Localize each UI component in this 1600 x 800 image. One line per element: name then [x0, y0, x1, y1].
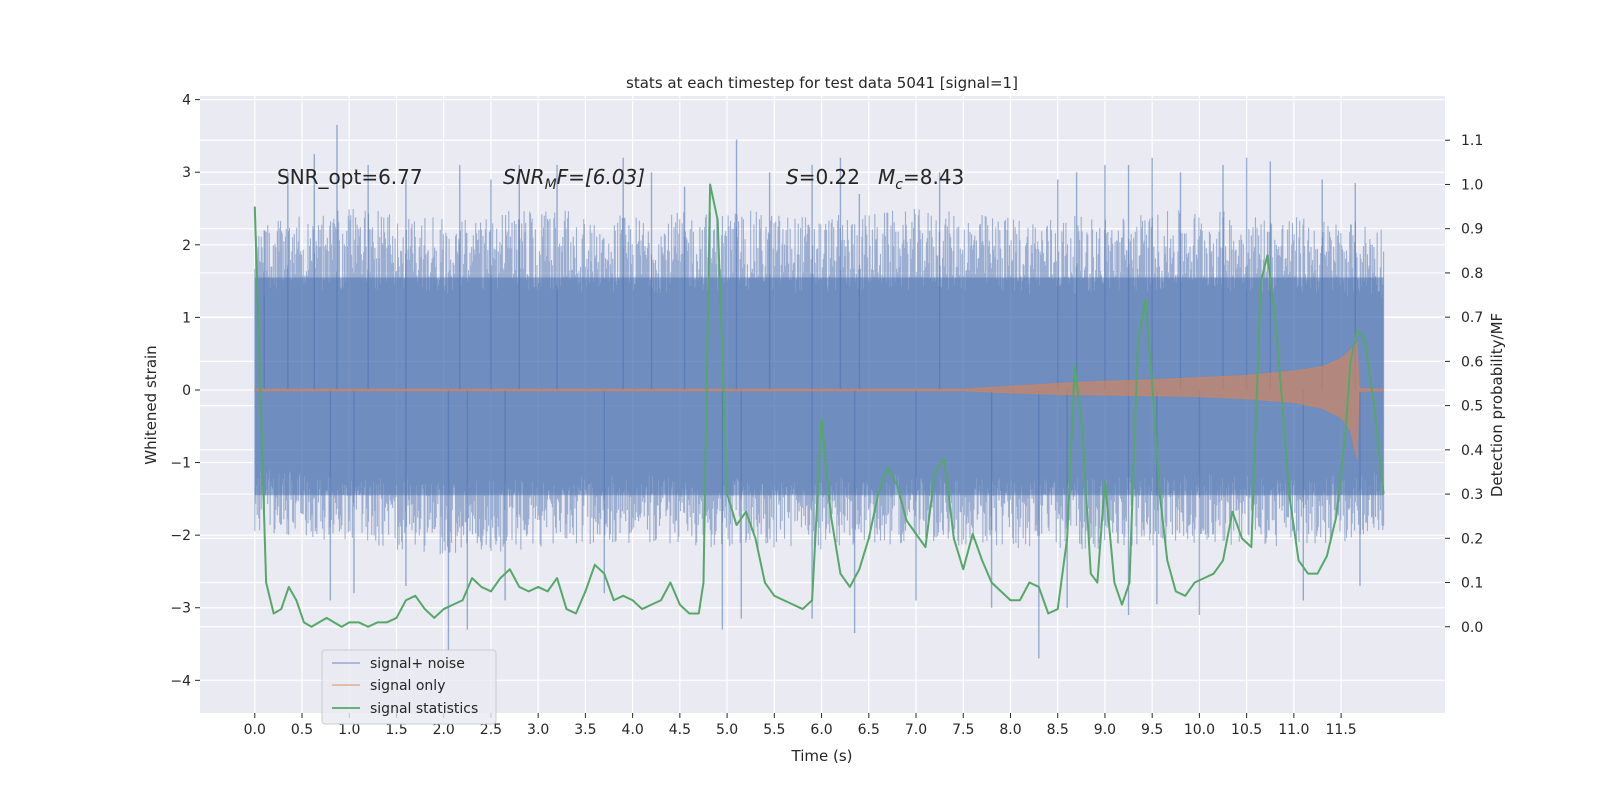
annotation-snr-opt: SNR_opt=6.77 — [277, 165, 423, 189]
legend-label-noise: signal+ noise — [370, 656, 465, 672]
x-tick-label: 4.5 — [669, 722, 691, 738]
x-tick-label: 6.0 — [810, 722, 832, 738]
x-tick-label: 10.0 — [1184, 722, 1215, 738]
annotation-snr-mf: SNRMF=[6.03] — [503, 165, 645, 193]
legend-label-stats: signal statistics — [370, 701, 478, 717]
y2-tick-label: 1.1 — [1461, 133, 1483, 149]
y2-tick-label: 0.4 — [1461, 443, 1483, 459]
y-tick-label: −4 — [170, 673, 191, 689]
x-axis-ticks: 0.0 0.5 1.0 1.5 2.0 2.5 3.0 3.5 4.0 4.5 5.0 5.5 6.0 6… — [244, 713, 1357, 738]
x-tick-label: 6.5 — [858, 722, 880, 738]
y-tick-label: −1 — [170, 456, 191, 472]
y-tick-label: 3 — [182, 165, 191, 181]
x-tick-label: 2.5 — [480, 722, 502, 738]
chart-title: stats at each timestep for test data 504… — [626, 74, 1018, 92]
x-tick-label: 4.0 — [621, 722, 643, 738]
y2-tick-label: 0.2 — [1461, 531, 1483, 547]
stats-line — [253, 183, 1385, 628]
legend-label-signal: signal only — [370, 678, 445, 694]
x-tick-label: 3.0 — [527, 722, 549, 738]
y2-tick-label: 0.0 — [1461, 620, 1483, 636]
y2-axis-label: Detection probability/MF — [1488, 313, 1506, 497]
x-tick-label: 8.0 — [999, 722, 1021, 738]
y2-tick-label: 0.8 — [1461, 266, 1483, 282]
x-tick-label: 1.0 — [338, 722, 360, 738]
y-tick-label: 0 — [182, 383, 191, 399]
x-tick-label: 11.5 — [1326, 722, 1357, 738]
x-tick-label: 3.5 — [574, 722, 596, 738]
y-axis-label: Whitened strain — [142, 345, 160, 464]
x-tick-label: 1.5 — [385, 722, 407, 738]
y-tick-label: −2 — [170, 528, 191, 544]
x-tick-label: 11.0 — [1278, 722, 1309, 738]
y2-tick-label: 0.3 — [1461, 487, 1483, 503]
y-axis-ticks: −4 −3 −2 −1 0 1 2 3 4 — [170, 93, 200, 689]
y-tick-label: 4 — [182, 93, 191, 109]
x-tick-label: 0.5 — [291, 722, 313, 738]
legend: signal+ noise signal only signal statist… — [321, 649, 497, 725]
x-tick-label: 2.0 — [433, 722, 455, 738]
x-tick-label: 9.0 — [1094, 722, 1116, 738]
y-tick-label: 2 — [182, 238, 191, 254]
y2-tick-label: 0.6 — [1461, 354, 1483, 370]
y-tick-label: −3 — [170, 601, 191, 617]
y-tick-label: 1 — [182, 310, 191, 326]
y2-tick-label: 0.5 — [1461, 399, 1483, 415]
y2-tick-label: 0.7 — [1461, 310, 1483, 326]
x-tick-label: 5.0 — [716, 722, 738, 738]
y2-axis-ticks: 0.0 0.1 0.2 0.3 0.4 0.5 0.6 0.7 0.8 0.9 1.0 1.1 — [1445, 133, 1483, 636]
legend-box — [321, 649, 497, 725]
x-tick-label: 7.5 — [952, 722, 974, 738]
x-tick-label: 7.0 — [905, 722, 927, 738]
y2-tick-label: 0.1 — [1461, 576, 1483, 592]
x-tick-label: 8.5 — [1047, 722, 1069, 738]
x-tick-label: 0.0 — [244, 722, 266, 738]
y2-tick-label: 1.0 — [1461, 177, 1483, 193]
x-axis-label: Time (s) — [791, 747, 853, 765]
x-tick-label: 9.5 — [1141, 722, 1163, 738]
y2-tick-label: 0.9 — [1461, 222, 1483, 238]
annotation-s-mc: S=0.22 Mc=8.43 — [786, 165, 964, 193]
x-tick-label: 5.5 — [763, 722, 785, 738]
x-tick-label: 10.5 — [1231, 722, 1262, 738]
signal-statistics-series — [253, 183, 1385, 628]
